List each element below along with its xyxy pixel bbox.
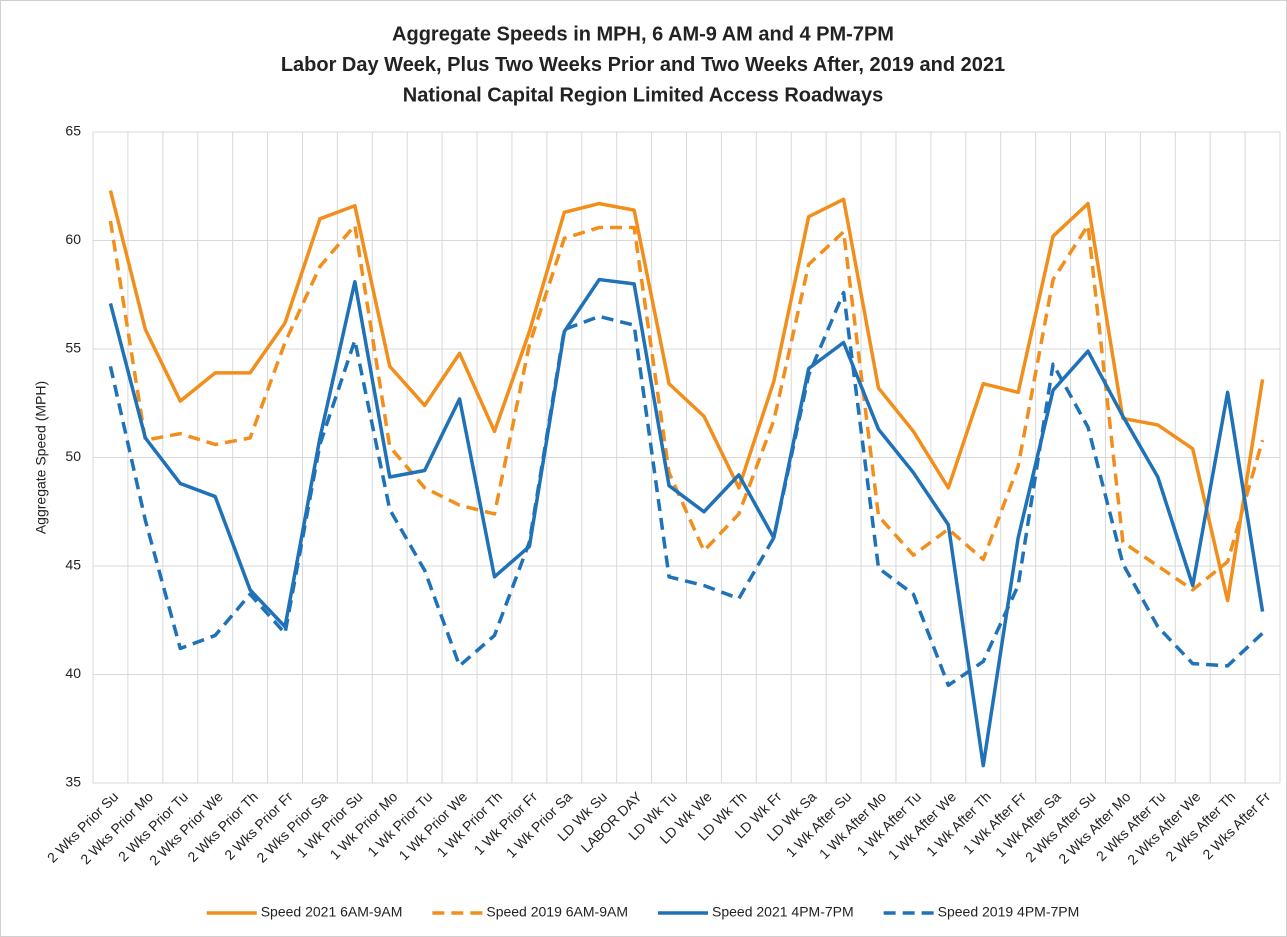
series-line [108, 220, 1265, 592]
y-tick-label: 40 [65, 665, 81, 681]
chart-title: National Capital Region Limited Access R… [403, 84, 884, 106]
y-tick-label: 55 [65, 340, 81, 356]
series-line [108, 190, 1265, 603]
y-tick-label: 50 [65, 448, 81, 464]
y-tick-label: 65 [65, 123, 81, 139]
chart-title: Labor Day Week, Plus Two Weeks Prior and… [281, 54, 1005, 76]
legend-label: Speed 2019 4PM-7PM [938, 904, 1080, 920]
legend-label: Speed 2021 6AM-9AM [261, 904, 403, 920]
legend-label: Speed 2021 4PM-7PM [712, 904, 854, 920]
y-tick-label: 45 [65, 557, 81, 573]
chart-title: Aggregate Speeds in MPH, 6 AM-9 AM and 4… [392, 23, 894, 45]
y-tick-label: 60 [65, 231, 81, 247]
y-tick-label: 35 [65, 774, 81, 790]
y-axis-label: Aggregate Speed (MPH) [33, 381, 49, 534]
series-line [108, 290, 1264, 688]
legend-label: Speed 2019 6AM-9AM [486, 904, 628, 920]
